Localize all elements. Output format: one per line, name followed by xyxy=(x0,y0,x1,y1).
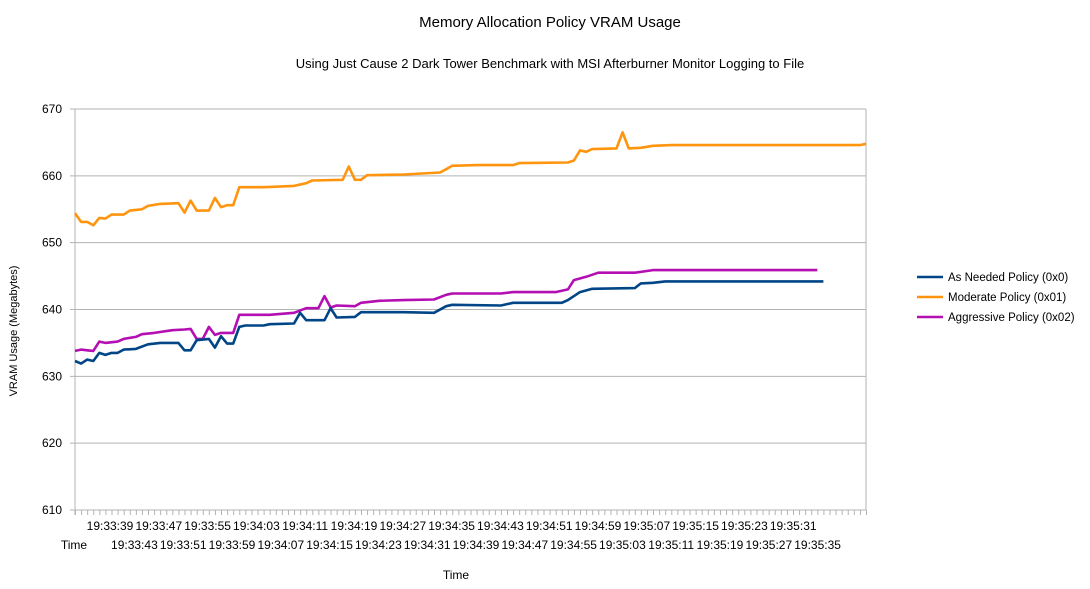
x-tick-label: 19:35:19 xyxy=(697,538,744,552)
x-tick-label: 19:34:55 xyxy=(550,538,597,552)
x-tick-label: 19:33:47 xyxy=(135,519,182,533)
legend: As Needed Policy (0x0) Moderate Policy (0… xyxy=(917,272,1075,324)
x-tick-label: 19:33:55 xyxy=(184,519,231,533)
x-tick-label: 19:34:23 xyxy=(355,538,402,552)
x-tick-label: 19:35:03 xyxy=(599,538,646,552)
x-tick-label: 19:33:59 xyxy=(209,538,256,552)
x-tick-label: 19:34:07 xyxy=(257,538,304,552)
legend-label: Aggressive Policy (0x02) xyxy=(948,312,1075,324)
x-tick-label: 19:33:51 xyxy=(160,538,207,552)
x-tick-label: 19:34:51 xyxy=(526,519,573,533)
x-tick-label: 19:34:47 xyxy=(501,538,548,552)
series-line-1 xyxy=(73,131,867,227)
x-tick-label: 19:33:39 xyxy=(87,519,134,533)
x-tick-label: 19:35:27 xyxy=(745,538,792,552)
series-lines xyxy=(73,131,867,365)
x-tick-label: 19:35:11 xyxy=(648,538,694,552)
x-tick-label: 19:35:15 xyxy=(672,519,719,533)
x-tick-label: 19:35:07 xyxy=(623,519,670,533)
x-tick-label: 19:34:03 xyxy=(233,519,280,533)
y-tick-label: 610 xyxy=(42,503,62,517)
x-tick-label: 19:34:11 xyxy=(282,519,328,533)
x-tick-label-time: Time xyxy=(61,538,88,552)
gridlines xyxy=(70,108,867,515)
x-tick-label: 19:35:23 xyxy=(721,519,768,533)
y-axis-title: VRAM Usage (Megabytes) xyxy=(8,266,20,397)
y-tick-label: 660 xyxy=(42,169,62,183)
series-line-2 xyxy=(74,268,818,353)
y-axis-ticks: 610 620 630 640 650 660 670 xyxy=(42,102,62,517)
chart-subtitle: Using Just Cause 2 Dark Tower Benchmark … xyxy=(296,56,804,71)
y-tick-label: 650 xyxy=(42,236,62,250)
x-tick-label: 19:34:59 xyxy=(575,519,622,533)
x-tick-label: 19:35:35 xyxy=(794,538,841,552)
x-tick-label: 19:34:19 xyxy=(331,519,378,533)
x-tick-label: 19:34:35 xyxy=(428,519,475,533)
series-line-0 xyxy=(74,280,824,365)
x-tick-label: 19:34:43 xyxy=(477,519,524,533)
x-tick-label: 19:35:31 xyxy=(770,519,817,533)
y-tick-label: 670 xyxy=(42,102,62,116)
x-axis-title: Time xyxy=(443,568,470,582)
x-tick-label: 19:34:27 xyxy=(379,519,426,533)
chart-title: Memory Allocation Policy VRAM Usage xyxy=(419,14,681,31)
x-tick-label: 19:34:39 xyxy=(453,538,500,552)
x-tick-label: 19:34:15 xyxy=(306,538,353,552)
x-axis-ticks: 19:33:39 19:33:47 19:33:55 19:34:03 19:34:11… xyxy=(61,510,867,552)
x-tick-label: 19:34:31 xyxy=(404,538,451,552)
y-tick-label: 630 xyxy=(42,369,62,383)
y-tick-label: 620 xyxy=(42,436,62,450)
x-tick-label: 19:33:43 xyxy=(111,538,158,552)
legend-label: As Needed Policy (0x0) xyxy=(948,272,1068,284)
legend-label: Moderate Policy (0x01) xyxy=(948,292,1066,304)
y-tick-label: 640 xyxy=(42,303,62,317)
